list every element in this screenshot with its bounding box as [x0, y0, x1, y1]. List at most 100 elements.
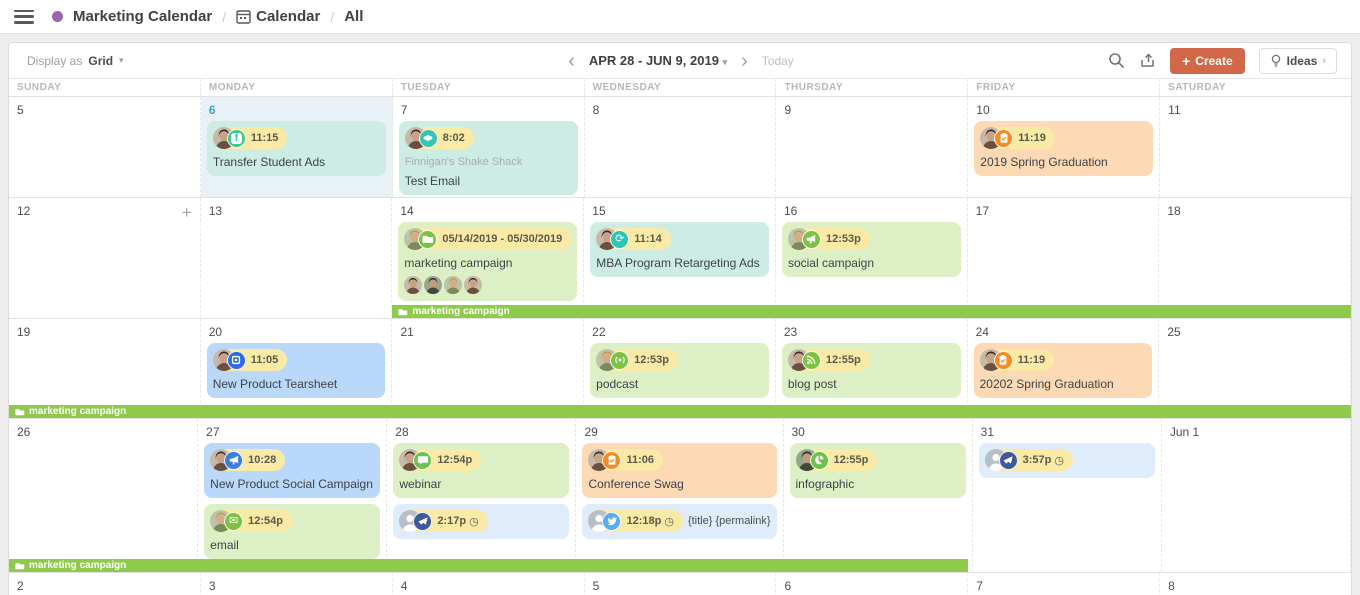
day-cell-16[interactable]: 16 12:53p social campaign [776, 198, 968, 318]
breadcrumb-separator: / [222, 8, 227, 25]
day-cell-22[interactable]: 22 12:53p podcast [584, 319, 776, 418]
day-number: 13 [208, 204, 223, 218]
prev-period-button[interactable]: ‹ [568, 49, 575, 72]
project-title[interactable]: Marketing Calendar [73, 8, 213, 25]
event-card[interactable]: 3:57p ◷ [978, 443, 1155, 478]
megaphone-green-icon [801, 229, 821, 249]
day-cell-12[interactable]: 12 + [9, 198, 201, 318]
event-card[interactable]: 12:18p ◷ {title} {permalink} [582, 504, 777, 539]
breadcrumb-separator: / [330, 8, 335, 25]
day-cell-8[interactable]: 8 [585, 97, 777, 197]
event-card[interactable]: 10:28 New Product Social Campaign [204, 443, 381, 498]
event-title: infographic [795, 477, 855, 491]
calendar-panel: Display as Grid ▾ ‹ APR 28 - JUN 9, 2019… [8, 42, 1352, 595]
day-cell-3[interactable]: 3 [201, 573, 393, 595]
event-card[interactable]: 12:53p social campaign [781, 222, 961, 277]
search-icon[interactable] [1108, 52, 1125, 69]
day-cell-23[interactable]: 23 12:55p blog post [776, 319, 968, 418]
breadcrumb-calendar[interactable]: Calendar [236, 8, 320, 25]
add-event-button[interactable]: + [181, 203, 192, 222]
event-title: Transfer Student Ads [212, 155, 326, 169]
event-card[interactable]: 12:55p blog post [781, 343, 961, 398]
twitter-icon [602, 511, 622, 531]
clock-icon: ◷ [1054, 454, 1065, 467]
day-cell-19[interactable]: 19 [9, 319, 201, 418]
day-cell-21[interactable]: 21 [392, 319, 585, 418]
breadcrumb-view-all[interactable]: All [344, 8, 364, 25]
display-mode-select[interactable]: Grid [88, 53, 114, 68]
day-number: 4 [400, 579, 408, 593]
event-time: 11:14 [634, 233, 662, 245]
event-card[interactable]: 12:54p webinar [393, 443, 570, 498]
folder-icon [15, 408, 25, 415]
day-number: 17 [975, 204, 989, 218]
day-cell-29[interactable]: 29 11:06 Conference Swag 12:18p ◷ {title} {pe… [576, 419, 784, 572]
event-time-pill: 8:02 [404, 127, 474, 149]
day-cell-6[interactable]: 6 [776, 573, 969, 595]
day-cell-18[interactable]: 18 [1159, 198, 1351, 318]
day-cell-5[interactable]: 5 [9, 97, 201, 197]
day-cell-13[interactable]: 13 [201, 198, 393, 318]
event-title: email [210, 538, 239, 552]
event-time: 12:54p [248, 515, 284, 527]
sync-icon: ⟳ [610, 229, 630, 249]
date-range-dropdown[interactable]: APR 28 - JUN 9, 2019 ▾ [589, 53, 727, 68]
square-icon [226, 350, 246, 370]
event-time: 3:57p [1022, 454, 1052, 466]
week-row: 19 20 11:05 New Product Tearsheet 21 22 12:53p… [9, 319, 1351, 419]
next-period-button[interactable]: › [741, 49, 748, 72]
campaign-banner[interactable]: marketing campaign [9, 559, 968, 572]
event-card[interactable]: 12:55p infographic [789, 443, 966, 498]
day-cell-15[interactable]: 15 ⟳ 11:14 MBA Program Retargeting Ads [584, 198, 776, 318]
day-cell-2[interactable]: 2 [9, 573, 201, 595]
ideas-button[interactable]: Ideas › [1258, 47, 1337, 74]
campaign-banner[interactable]: marketing campaign [9, 405, 1351, 418]
event-card[interactable]: ✉ 12:54p email [204, 504, 381, 559]
create-button[interactable]: + Create [1170, 47, 1245, 74]
day-cell-10[interactable]: 10 11:19 2019 Spring Graduation [968, 97, 1161, 197]
day-cell-7[interactable]: 7 8:02 Finnigan's Shake Shack Test Email [393, 97, 585, 197]
menu-icon[interactable] [14, 9, 34, 24]
event-card[interactable]: 11:19 2019 Spring Graduation [974, 121, 1154, 176]
today-button[interactable]: Today [761, 53, 794, 68]
day-cell-4[interactable]: 4 [393, 573, 585, 595]
event-card[interactable]: ⟳ 11:14 MBA Program Retargeting Ads [590, 222, 769, 277]
event-card[interactable]: 11:06 Conference Swag [582, 443, 777, 498]
day-cell-28[interactable]: 28 12:54p webinar 2:17p ◷ [387, 419, 577, 572]
event-time-pill: 12:55p [787, 349, 870, 371]
day-cell-31[interactable]: 31 3:57p ◷ [973, 419, 1162, 572]
event-card[interactable]: 2:17p ◷ [393, 504, 570, 539]
event-card[interactable]: 8:02 Finnigan's Shake Shack Test Email [398, 121, 578, 195]
podcast-icon [610, 350, 630, 370]
calendar-icon [236, 9, 251, 24]
event-card[interactable]: 11:19 20202 Spring Graduation [973, 343, 1153, 398]
share-icon[interactable] [1139, 52, 1156, 69]
day-cell-8[interactable]: 8 [1160, 573, 1351, 595]
event-time: 12:53p [634, 354, 670, 366]
day-cell-25[interactable]: 25 [1159, 319, 1351, 418]
day-cell-7[interactable]: 7 [968, 573, 1161, 595]
day-cell-14[interactable]: 14 05/14/2019 - 05/30/2019 marketing campa… [392, 198, 585, 318]
day-cell-27[interactable]: 27 10:28 New Product Social Campaign ✉ 12:54… [198, 419, 388, 572]
day-cell-11[interactable]: 11 [1160, 97, 1351, 197]
event-card[interactable]: 05/14/2019 - 05/30/2019 marketing campaig… [398, 222, 578, 301]
facebook-icon: f [226, 128, 246, 148]
event-time: 12:55p [825, 354, 861, 366]
day-cell-20[interactable]: 20 11:05 New Product Tearsheet [201, 319, 393, 418]
folder-icon [418, 229, 438, 249]
campaign-banner[interactable]: marketing campaign [392, 305, 1351, 318]
day-cell-5[interactable]: 5 [585, 573, 777, 595]
day-cell-6[interactable]: 6 f 11:15 Transfer Student Ads [200, 97, 393, 197]
day-cell-9[interactable]: 9 [776, 97, 969, 197]
day-cell-17[interactable]: 17 [968, 198, 1160, 318]
event-card[interactable]: 12:53p podcast [590, 343, 769, 398]
event-card[interactable]: f 11:15 Transfer Student Ads [206, 121, 386, 176]
day-cell-26[interactable]: 26 [9, 419, 199, 572]
day-cell-24[interactable]: 24 11:19 20202 Spring Graduation [968, 319, 1160, 418]
day-number: 29 [584, 425, 598, 439]
day-cell-jun-1[interactable]: Jun 1 [1162, 419, 1351, 572]
day-cell-30[interactable]: 30 12:55p infographic [784, 419, 973, 572]
event-time-pill: 11:05 [212, 349, 288, 371]
day-number: 10 [976, 103, 990, 117]
event-card[interactable]: 11:05 New Product Tearsheet [206, 343, 386, 398]
